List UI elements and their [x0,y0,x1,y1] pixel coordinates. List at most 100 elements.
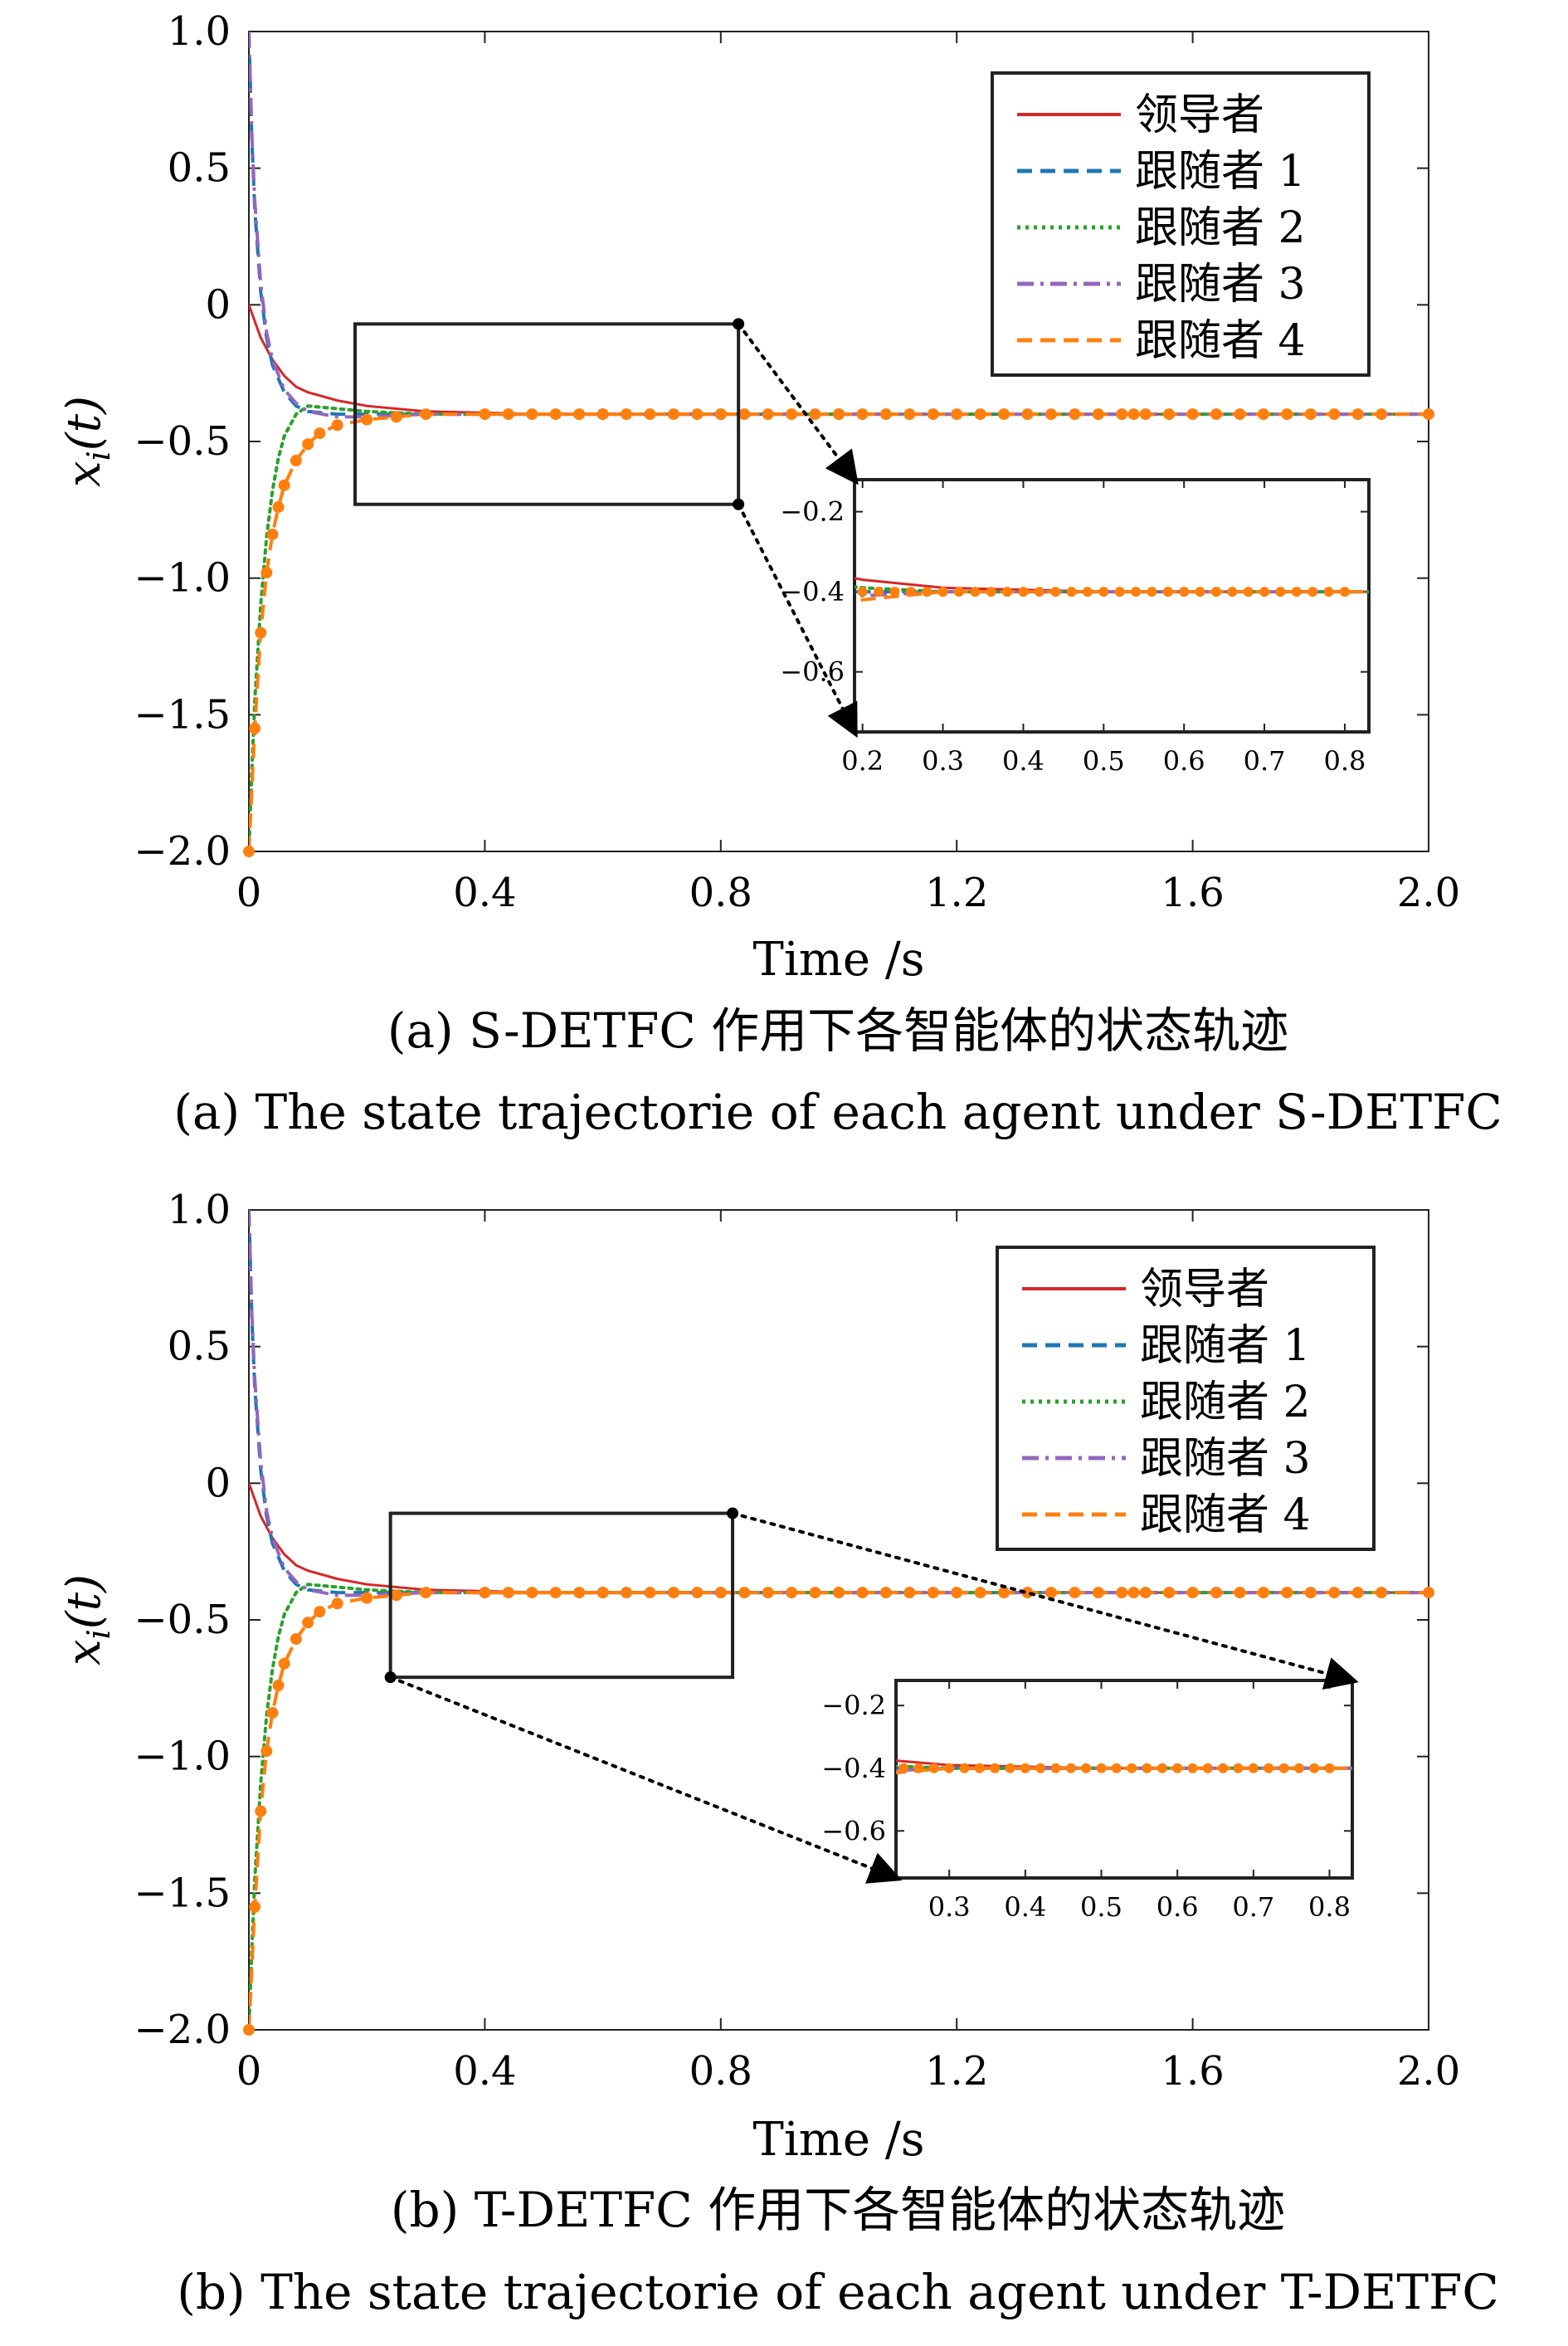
inset-axes: 0.2 0.3 0.4 0.5 0.6 0.7 0.8 −0.2 −0.4 −0.6 [780,478,1371,777]
inset-series-4-point [1278,1763,1289,1773]
inset-y-tick-label: −0.4 [821,1753,886,1784]
inset-series-2-line [855,585,1369,594]
series-4-tail-point [1376,1587,1388,1599]
inset-series-4-point [953,587,964,597]
legend-label-4: 跟随者 4 [1135,316,1306,366]
inset-axes: 0.3 0.4 0.5 0.6 0.7 0.8 −0.2 −0.4 −0.6 [821,1679,1354,1923]
inset-y-tick-label: −0.6 [821,1815,886,1846]
series-4-tail-point [1045,408,1057,421]
series-2-line [249,1583,1429,2030]
series-4-tail-point [1021,408,1034,421]
series-4-tail-point [1139,1587,1152,1599]
y-axis-label: xi(t) [57,396,117,487]
inset-series-4-point [1005,1763,1015,1773]
inset-series-4-point [874,587,884,597]
inset-x-tick-label: 0.2 [841,745,884,777]
legend-label-2: 跟随者 2 [1135,203,1306,253]
inset-series-4-point [1065,1763,1076,1773]
series-4-tail-point [786,1587,798,1599]
legend-box [991,71,1371,377]
x-tick-label: 1.2 [925,870,988,916]
x-tick-label: 1.6 [1161,870,1224,916]
legend-label-3: 跟随者 3 [1135,260,1306,310]
inset-series-4-point [970,587,981,597]
series-4-tail-point [1234,408,1246,421]
inset-x-tick-label: 0.4 [1004,1891,1046,1923]
inset-series-4-point [928,1763,939,1773]
inset-series-4-point [944,1763,955,1773]
inset-series-4-point [1323,587,1334,597]
inset-series-4-point [1127,1763,1137,1773]
inset-series-4-point [1050,587,1061,597]
legend-label-1: 跟随者 1 [1135,147,1306,197]
series-4-tail-point [714,408,727,421]
series-4-tail-point [951,1587,963,1599]
series-4-tail-point [738,1587,751,1599]
inset-series-4-point [1157,1763,1167,1773]
series-4-tail-point [927,1587,939,1599]
inset-series-4-point [1324,1763,1335,1773]
series-4-point [314,427,326,440]
series-4-tail-point [1186,408,1199,421]
inset-series-4-point [959,1763,970,1773]
inset-x-tick-label: 0.6 [1157,1891,1199,1923]
series-4-tail-point [597,1587,609,1599]
series-4-point [266,1706,279,1719]
x-tick-label: 1.2 [925,2048,988,2095]
series-4-point [266,528,279,540]
series-4-point [290,1633,302,1646]
caption-en: (b) The state trajectorie of each agent … [177,2264,1498,2320]
series-4-point [331,1597,343,1610]
inset-series-4-point [986,587,996,597]
inset-series-4-point [1202,1763,1213,1773]
series-4-tail-point [1139,408,1152,421]
x-axis-label: Time /s [753,933,925,987]
x-axis-label: Time /s [753,2113,925,2167]
inset-series-4-point [1195,587,1205,597]
series-4-tail-point [1069,408,1081,421]
series-4-tail-point [1328,408,1341,421]
caption-cn: (b) T-DETFC 作用下各智能体的状态轨迹 [391,2182,1285,2238]
series-4-tail-point [762,1587,774,1599]
inset-plot-area [894,1679,1354,1880]
series-4-tail-point [974,1587,986,1599]
y-tick-label: 1.0 [168,1187,231,1233]
legend-label-4: 跟随者 4 [1140,1490,1311,1540]
legend-label-1: 跟随者 1 [1140,1321,1311,1371]
inset-series-4-point [1264,1763,1274,1773]
y-axis-label-main: x [57,461,111,487]
inset-series-4-point [1210,587,1221,597]
series-4-tail-point [526,408,538,421]
series-4-point [314,1606,326,1618]
series-4-tail-point [573,1587,586,1599]
series-4-tail-point [667,1587,679,1599]
series-4-tail-point [1163,1587,1176,1599]
series-4-tail-point [1376,408,1388,421]
legend-label-3: 跟随者 3 [1140,1434,1311,1484]
series-4-tail-point [573,408,586,421]
y-axis-label-sub: i [80,451,117,461]
series-4-point [261,567,273,579]
inset-x-tick-label: 0.7 [1244,745,1286,777]
y-axis-label-sub: i [80,1629,117,1639]
inset-series-4-point [1096,1763,1107,1773]
series-4-tail-point [1069,1587,1081,1599]
zoom-box [353,322,741,506]
series-4-tail-point [1021,1587,1034,1599]
inset-series-4-point [1172,1763,1183,1773]
x-tick-label: 0.4 [453,870,516,916]
series-4-tail-point [549,408,562,421]
x-tick-label: 0.8 [689,870,752,916]
inset-series-4-point [1179,587,1190,597]
x-tick-label: 0.4 [453,2048,516,2095]
series-4-point [331,419,343,432]
y-tick-label: 0 [205,281,231,328]
series-4-tail-point [1186,1587,1199,1599]
series-4-point [390,411,402,423]
inset-series-4-point [1233,1763,1244,1773]
caption-cn: (a) S-DETFC 作用下各智能体的状态轨迹 [387,1002,1288,1059]
series-4-tail-point [879,408,892,421]
inset-series-4-point [1131,587,1142,597]
series-4-tail-point [833,1587,845,1599]
series-4-tail-point [1328,1587,1341,1599]
